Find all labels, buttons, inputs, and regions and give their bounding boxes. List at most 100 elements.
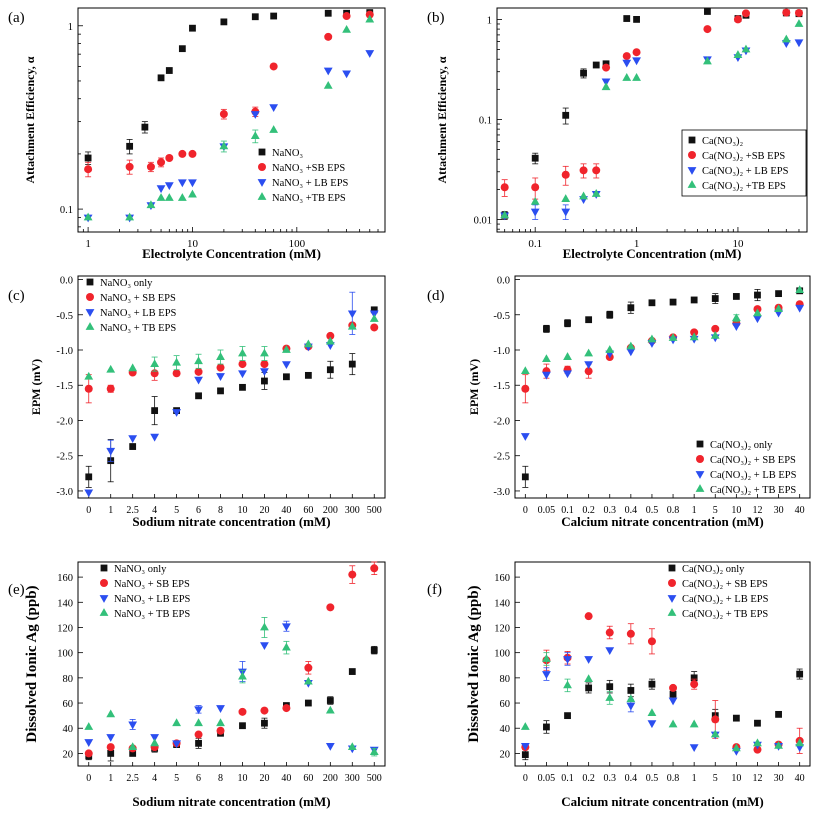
data-point [520,722,530,730]
data-point [282,642,291,651]
data-point [542,371,551,380]
data-point [326,331,335,340]
data-point [282,704,291,713]
legend-entry: NaNO₃ + LB EPS [272,178,349,189]
series-ca-no3-2-tb-eps [520,285,805,375]
legend-entry: NaNO₃ +TB EPS [272,193,346,204]
data-point [626,702,636,711]
data-point [633,16,640,23]
data-point [563,656,572,664]
data-point [216,363,225,372]
x-tick-label: 0.2 [582,505,595,516]
data-point [668,719,678,728]
data-point [347,742,357,751]
legend: NaNO₃ NaNO₃ +SB EPS NaNO₃ + LB EPS NaNO₃ +T… [257,148,349,204]
data-point [261,377,268,385]
legend: Ca(NO₃)₂ Ca(NO₃)₂ +SB EPS Ca(NO₃)₂ + LB EP… [681,129,807,197]
data-point [239,383,246,391]
data-point [165,153,174,162]
x-tick-label: 0.1 [528,238,542,250]
data-point [106,709,116,718]
data-point [348,360,356,368]
legend-entry: NaNO₃ + SB EPS [114,579,190,590]
data-point [579,191,588,200]
data-point [84,749,93,758]
panel-label: (b) [427,10,445,26]
y-tick-label: -3.0 [56,487,73,498]
data-point [648,299,656,307]
y-axis-label: EPM (mV) [467,359,481,415]
plot-frame [496,7,808,233]
legend-marker [257,192,267,200]
x-tick-label: 6 [196,505,201,516]
data-point [238,671,247,680]
data-point [710,729,720,738]
data-point [128,742,138,751]
data-point [531,183,540,192]
data-point [195,392,202,400]
data-point [84,371,94,380]
data-point [592,166,601,175]
data-point [270,12,278,20]
legend-entry: Ca(NO₃)₂ + LB EPS [682,594,769,605]
chart-panel-e: 0 1 2.5 4 5 6 8 10 20 40 60 200 300 500 20 40 60 80 100 120… [8,561,386,809]
data-point [796,670,804,678]
data-point [146,200,156,209]
data-point [627,687,635,694]
x-tick-label: 60 [303,505,313,516]
data-point [85,473,93,481]
y-tick-label: -1.5 [493,381,510,392]
data-point [689,744,699,753]
data-point [84,489,94,498]
data-point [146,162,155,171]
data-point [178,45,186,53]
legend-marker [99,608,109,616]
data-point [128,435,138,443]
x-axis-label: Calcium nitrate concentration (mM) [561,794,764,809]
data-point [250,131,260,140]
data-point [794,39,804,48]
plot-frame [514,275,811,499]
data-point [129,750,137,757]
data-point [269,104,279,113]
x-tick-label: 8 [218,773,223,784]
data-point [781,34,791,43]
data-point [326,366,334,374]
legend-marker [85,322,95,330]
data-point [543,723,550,731]
x-tick-label: 40 [281,505,291,516]
y-axis-label: Attachment Efficiency, α [435,56,449,183]
data-point [648,680,656,688]
data-point [775,710,782,718]
legend-entry: NaNO₃ [272,148,303,159]
data-point [106,384,115,393]
y-tick-label: 0.0 [497,276,510,287]
data-point [531,154,539,162]
data-point [365,14,375,23]
data-point [194,730,203,739]
data-point [304,699,312,707]
legend-marker [667,608,677,616]
y-tick-label: 40 [63,724,74,735]
data-point [794,8,803,17]
data-point [605,693,615,701]
data-point [711,324,720,333]
data-point [250,111,260,119]
data-point [711,715,720,724]
x-tick-label: 1 [108,505,113,516]
data-point [219,141,229,150]
data-point [188,149,197,158]
data-point [591,189,601,197]
data-point [217,387,224,395]
data-point [561,170,570,179]
x-tick-label: 30 [774,773,784,784]
y-tick-label: 1 [487,15,492,26]
x-tick-label: 5 [713,773,718,784]
data-point [543,325,550,333]
y-tick-label: -2.5 [493,452,510,463]
x-tick-label: 0.1 [561,505,574,516]
data-point [348,570,357,579]
chart-panel-f: 0 0.05 0.1 0.2 0.3 0.4 0.5 0.8 1 5 10 12 30 40 20 40 60 8… [427,561,811,809]
data-point [795,285,805,293]
data-point [365,10,374,19]
